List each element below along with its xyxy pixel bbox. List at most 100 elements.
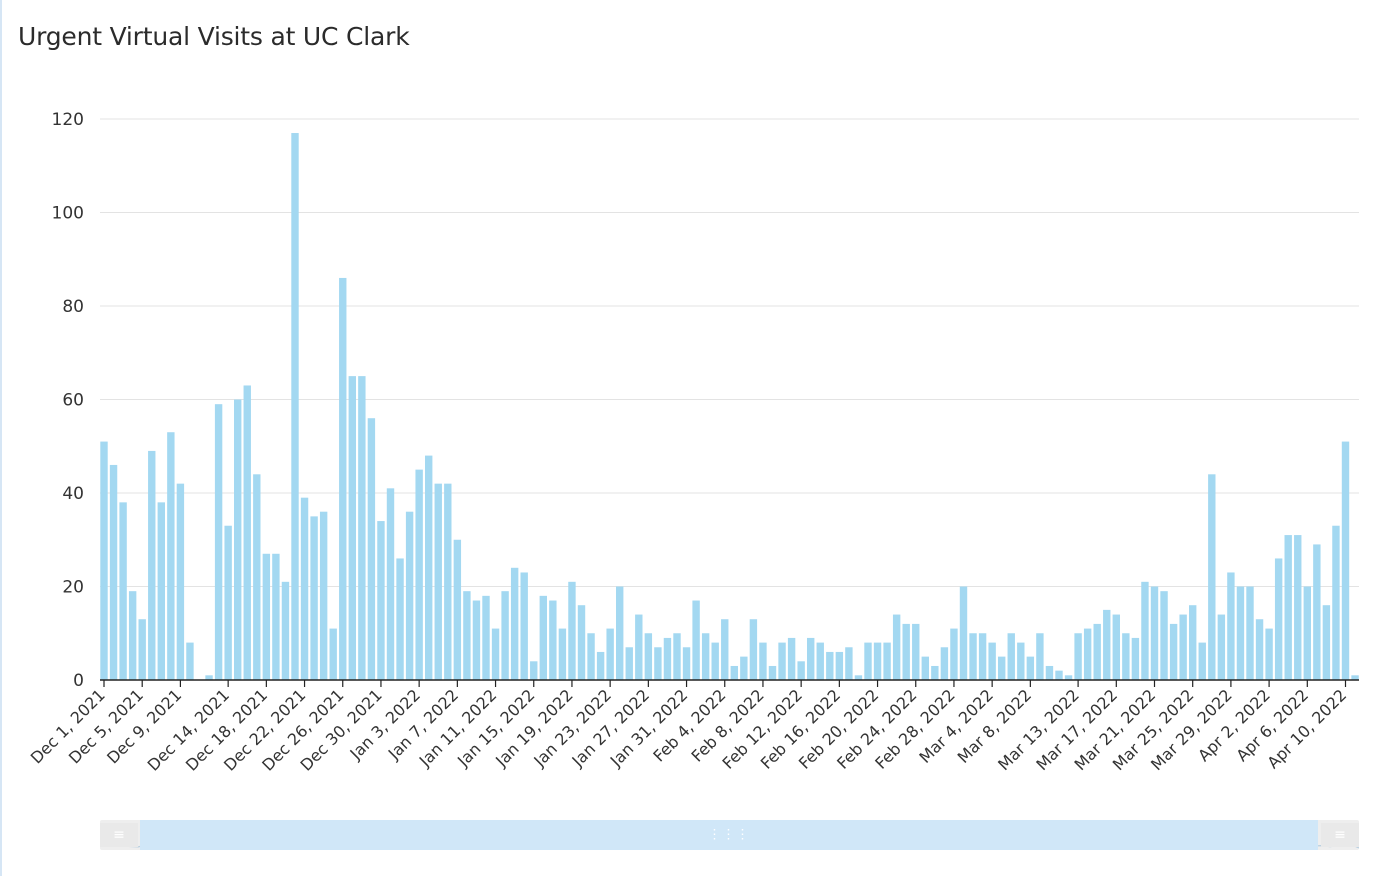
bar[interactable]	[186, 642, 194, 680]
bar[interactable]	[205, 675, 213, 680]
bar[interactable]	[749, 619, 758, 680]
bar[interactable]	[253, 474, 261, 680]
bar[interactable]	[883, 642, 891, 680]
bar[interactable]	[138, 619, 146, 680]
bar[interactable]	[1150, 586, 1159, 681]
bar[interactable]	[663, 637, 672, 680]
bar[interactable]	[444, 483, 452, 680]
bar[interactable]	[1179, 614, 1187, 680]
bar[interactable]	[587, 633, 595, 680]
bar[interactable]	[816, 642, 824, 680]
bar[interactable]	[224, 525, 232, 680]
bar[interactable]	[931, 665, 939, 680]
bar[interactable]	[453, 539, 462, 680]
bar[interactable]	[310, 516, 318, 680]
bar[interactable]	[425, 455, 433, 680]
bar[interactable]	[1322, 605, 1331, 680]
range-scrubber[interactable]: ⋮⋮⋮ ≡ ≡	[100, 820, 1359, 850]
scrubber-right-handle[interactable]: ≡	[1321, 823, 1359, 847]
bar[interactable]	[386, 488, 395, 680]
bar[interactable]	[721, 619, 729, 680]
bar[interactable]	[128, 591, 137, 680]
bar[interactable]	[1064, 675, 1073, 680]
bar[interactable]	[1103, 609, 1111, 680]
bar[interactable]	[673, 633, 681, 680]
bar[interactable]	[1007, 633, 1015, 680]
bar[interactable]	[167, 432, 175, 680]
bar[interactable]	[558, 628, 567, 680]
bar[interactable]	[100, 441, 108, 680]
bar[interactable]	[1131, 637, 1140, 680]
bar[interactable]	[472, 600, 481, 680]
bar[interactable]	[616, 586, 624, 681]
bar[interactable]	[635, 614, 643, 680]
bar[interactable]	[1351, 675, 1359, 680]
bar[interactable]	[1303, 586, 1311, 681]
bar[interactable]	[415, 469, 423, 680]
bar[interactable]	[1093, 623, 1101, 680]
bar[interactable]	[1074, 633, 1082, 680]
bar[interactable]	[291, 133, 299, 680]
bar[interactable]	[988, 642, 996, 680]
bar[interactable]	[835, 651, 844, 680]
bar[interactable]	[873, 642, 882, 680]
bar[interactable]	[1036, 633, 1044, 680]
bar[interactable]	[1160, 591, 1168, 680]
bar[interactable]	[740, 656, 748, 680]
bar[interactable]	[1284, 535, 1292, 680]
scrubber-left-handle[interactable]: ≡	[100, 823, 138, 847]
bar[interactable]	[1055, 670, 1063, 680]
bar[interactable]	[1341, 441, 1350, 680]
bar[interactable]	[759, 642, 767, 680]
bar[interactable]	[912, 623, 920, 680]
bar[interactable]	[711, 642, 719, 680]
bar[interactable]	[396, 558, 404, 680]
bar[interactable]	[1122, 633, 1130, 680]
bar[interactable]	[1017, 642, 1025, 680]
bar[interactable]	[596, 651, 605, 680]
bar[interactable]	[644, 633, 653, 680]
bar[interactable]	[854, 675, 863, 680]
bar[interactable]	[959, 586, 968, 681]
bar[interactable]	[434, 483, 442, 680]
bar[interactable]	[549, 600, 557, 680]
bar[interactable]	[1217, 614, 1226, 680]
bar[interactable]	[1045, 665, 1054, 680]
bar[interactable]	[1189, 605, 1197, 680]
bar[interactable]	[1313, 544, 1321, 680]
bar[interactable]	[1198, 642, 1206, 680]
bar[interactable]	[730, 665, 738, 680]
bar[interactable]	[892, 614, 901, 680]
bar[interactable]	[176, 483, 185, 680]
bar[interactable]	[358, 376, 366, 680]
bar[interactable]	[998, 656, 1006, 680]
bar[interactable]	[214, 404, 223, 680]
bar[interactable]	[1265, 628, 1273, 680]
bar[interactable]	[864, 642, 872, 680]
bar[interactable]	[1274, 558, 1283, 680]
bar[interactable]	[1294, 535, 1302, 680]
bar[interactable]	[606, 628, 614, 680]
bar[interactable]	[1246, 586, 1254, 681]
bar[interactable]	[281, 581, 290, 680]
bar[interactable]	[1026, 656, 1035, 680]
bar[interactable]	[1112, 614, 1120, 680]
bar[interactable]	[1208, 474, 1216, 680]
bar[interactable]	[826, 651, 834, 680]
bar[interactable]	[300, 497, 309, 680]
bar[interactable]	[157, 502, 165, 680]
bar[interactable]	[940, 647, 949, 680]
bar[interactable]	[405, 511, 414, 680]
bar[interactable]	[539, 595, 547, 680]
bar[interactable]	[654, 647, 662, 680]
bar[interactable]	[978, 633, 987, 680]
bar[interactable]	[109, 464, 118, 680]
bar[interactable]	[367, 418, 376, 680]
bar[interactable]	[921, 656, 929, 680]
bar[interactable]	[501, 591, 509, 680]
bar[interactable]	[530, 661, 538, 680]
bar[interactable]	[1255, 619, 1264, 680]
bar[interactable]	[148, 450, 156, 680]
bar[interactable]	[902, 623, 910, 680]
bar[interactable]	[348, 376, 356, 680]
